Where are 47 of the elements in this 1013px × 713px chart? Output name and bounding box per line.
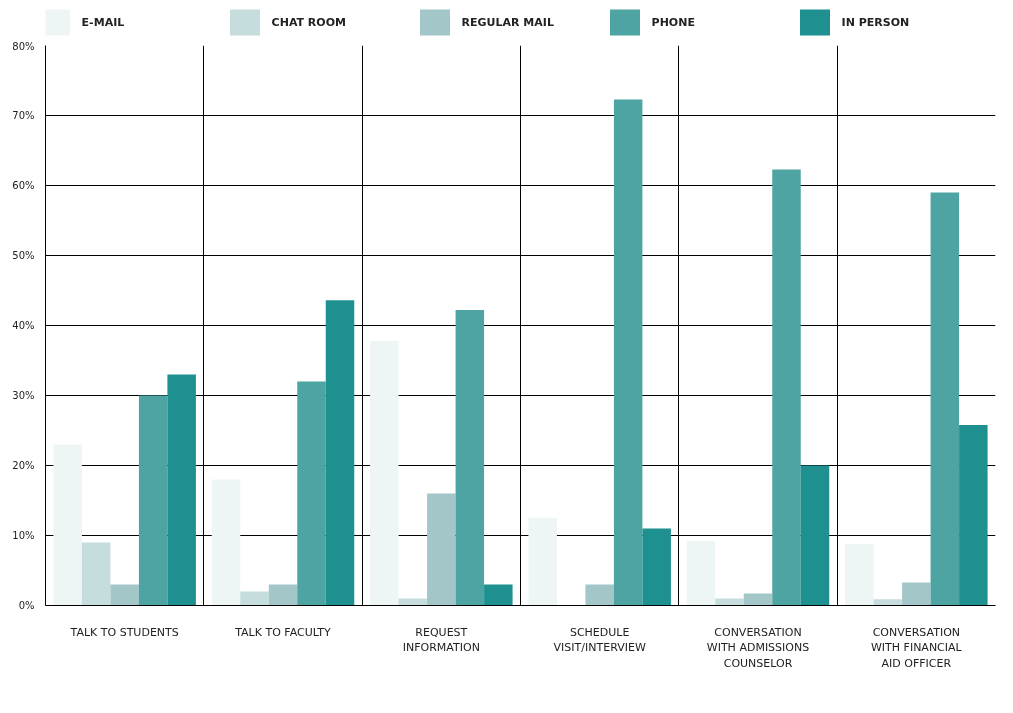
y-tick-label: 0% — [18, 600, 35, 611]
bar — [370, 340, 399, 606]
bar — [167, 374, 196, 606]
legend-label: E-MAIL — [81, 16, 125, 29]
bar — [528, 518, 557, 606]
y-tick-label: 30% — [12, 390, 35, 401]
bar — [240, 591, 269, 606]
bar — [686, 541, 716, 606]
bar — [427, 493, 456, 606]
y-tick-label: 80% — [12, 40, 35, 52]
bar — [297, 381, 326, 606]
bar — [902, 582, 931, 606]
bar — [772, 169, 801, 606]
bar — [325, 300, 355, 606]
bar — [53, 444, 82, 606]
bar — [930, 192, 960, 606]
bar — [613, 99, 643, 606]
legend-label: PHONE — [651, 16, 695, 29]
y-tick-label: 10% — [12, 530, 35, 541]
bar — [484, 584, 513, 606]
bar — [211, 479, 241, 606]
bar — [138, 395, 168, 606]
bar — [959, 424, 988, 606]
bar — [110, 584, 139, 606]
bar — [81, 542, 111, 606]
bar — [800, 465, 830, 606]
bar — [268, 584, 298, 606]
legend-label: REGULAR MAIL — [461, 16, 554, 29]
legend-label: CHAT ROOM — [271, 16, 346, 29]
x-tick-label: TALK TO FACULTY — [234, 625, 332, 639]
x-tick-label: CONVERSATION WITH FINANCIAL AID OFFICER — [870, 625, 963, 670]
legend-label: IN PERSON — [841, 16, 910, 29]
x-tick-label: CONVERSATION WITH ADMISSIONS COUNSELOR — [706, 625, 810, 670]
bar — [585, 584, 614, 606]
bar — [455, 310, 485, 606]
bar — [845, 543, 874, 606]
y-tick-label: 50% — [12, 250, 35, 261]
x-tick-label: TALK TO STUDENTS — [69, 625, 179, 639]
x-tick-label: REQUEST INFORMATION — [402, 625, 480, 655]
y-tick-label: 60% — [12, 180, 35, 191]
y-tick-label: 20% — [12, 460, 35, 471]
bar — [873, 599, 903, 606]
bar — [743, 593, 773, 606]
bar — [642, 528, 671, 606]
x-tick-label: SCHEDULE VISIT/INTERVIEW — [553, 625, 646, 655]
y-tick-label: 70% — [12, 110, 35, 121]
y-tick-label: 40% — [12, 320, 35, 331]
